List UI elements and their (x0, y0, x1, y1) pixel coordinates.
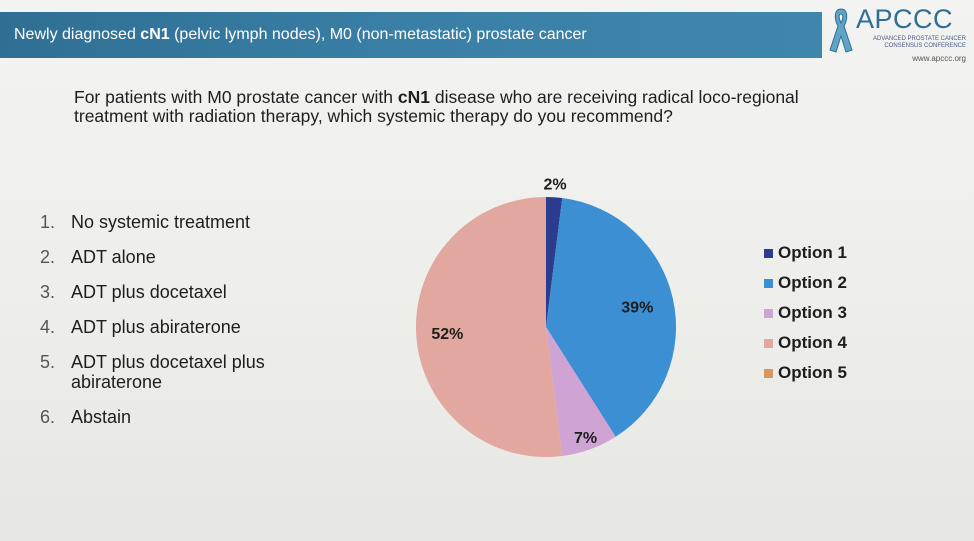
legend-swatch (764, 248, 773, 258)
pie-slice-2 (546, 198, 676, 437)
legend-item-option-3: Option 3 (764, 298, 884, 328)
option-item-3: 3. ADT plus docetaxel (40, 282, 227, 302)
options-list: 1. No systemic treatment 2. ADT alone 3. AD… (40, 212, 340, 442)
logo-wordmark: APCCC (856, 4, 954, 34)
option-item-5: 5. ADT plus docetaxel plus abiraterone (40, 352, 265, 392)
pie-slice-4 (415, 197, 563, 457)
pie-slice-3 (546, 327, 616, 456)
chart-legend: Option 1 Option 2 Option 3 Option 4 Opti… (764, 238, 884, 388)
logo-subtitle: ADVANCED PROSTATE CANCER CONSENSUS CONFE… (872, 36, 966, 49)
option-item-1: 1. No systemic treatment (40, 212, 251, 232)
pie-data-label-3: 7% (574, 430, 597, 447)
apccc-logo: APCCC ADVANCED PROSTATE CANCER CONSENSUS… (826, 4, 970, 66)
header-bar: Newly diagnosed cN1 (pelvic lymph nodes)… (0, 12, 822, 58)
slide-title: Newly diagnosed cN1 (pelvic lymph nodes)… (14, 26, 587, 43)
legend-swatch (764, 278, 773, 288)
option-item-2: 2. ADT alone (40, 247, 156, 267)
legend-swatch (764, 368, 773, 378)
question-text: For patients with M0 prostate cancer wit… (74, 87, 799, 126)
legend-item-option-1: Option 1 (764, 238, 884, 268)
legend-item-option-4: Option 4 (764, 328, 884, 358)
option-item-6: 6. Abstain (40, 407, 132, 427)
pie-data-label-1: 2% (543, 176, 566, 193)
option-item-4: 4. ADT plus abiraterone (40, 317, 241, 337)
pie-data-label-4: 52% (431, 326, 463, 343)
awareness-ribbon-icon (829, 8, 853, 53)
legend-item-option-2: Option 2 (764, 268, 884, 298)
legend-swatch (764, 338, 773, 348)
legend-item-option-5: Option 5 (764, 358, 884, 388)
pie-data-label-2: 39% (621, 300, 653, 317)
legend-swatch (764, 308, 773, 318)
pie-chart: 2% 39% 7% 52% (415, 176, 676, 457)
logo-url: www.apccc.org (912, 54, 966, 63)
pie-slice-1 (546, 197, 563, 327)
